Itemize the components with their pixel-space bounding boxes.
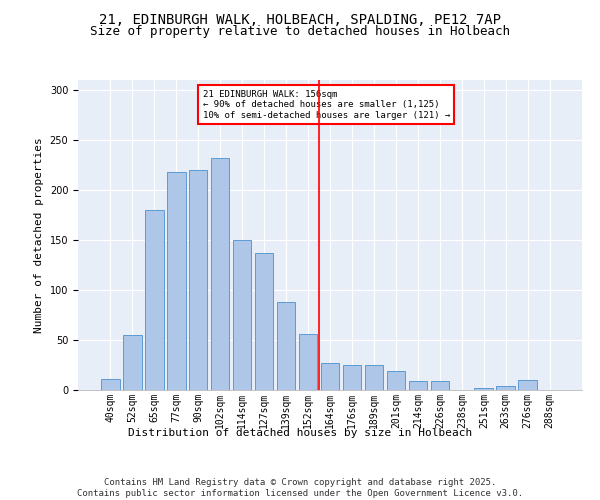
Bar: [431, 381, 449, 390]
Bar: [211, 158, 229, 390]
Bar: [277, 302, 295, 390]
Text: 21 EDINBURGH WALK: 156sqm
← 90% of detached houses are smaller (1,125)
10% of se: 21 EDINBURGH WALK: 156sqm ← 90% of detac…: [203, 90, 450, 120]
Y-axis label: Number of detached properties: Number of detached properties: [34, 137, 44, 333]
Bar: [233, 240, 251, 390]
Text: Distribution of detached houses by size in Holbeach: Distribution of detached houses by size …: [128, 428, 472, 438]
Bar: [365, 365, 383, 390]
Bar: [167, 172, 185, 390]
Bar: [299, 334, 317, 390]
Bar: [386, 371, 405, 390]
Bar: [518, 380, 537, 390]
Text: Contains HM Land Registry data © Crown copyright and database right 2025.
Contai: Contains HM Land Registry data © Crown c…: [77, 478, 523, 498]
Text: Size of property relative to detached houses in Holbeach: Size of property relative to detached ho…: [90, 25, 510, 38]
Bar: [123, 335, 142, 390]
Bar: [189, 170, 208, 390]
Bar: [320, 363, 340, 390]
Bar: [475, 388, 493, 390]
Text: 21, EDINBURGH WALK, HOLBEACH, SPALDING, PE12 7AP: 21, EDINBURGH WALK, HOLBEACH, SPALDING, …: [99, 12, 501, 26]
Bar: [255, 253, 274, 390]
Bar: [409, 381, 427, 390]
Bar: [101, 379, 119, 390]
Bar: [343, 365, 361, 390]
Bar: [145, 210, 164, 390]
Bar: [496, 386, 515, 390]
